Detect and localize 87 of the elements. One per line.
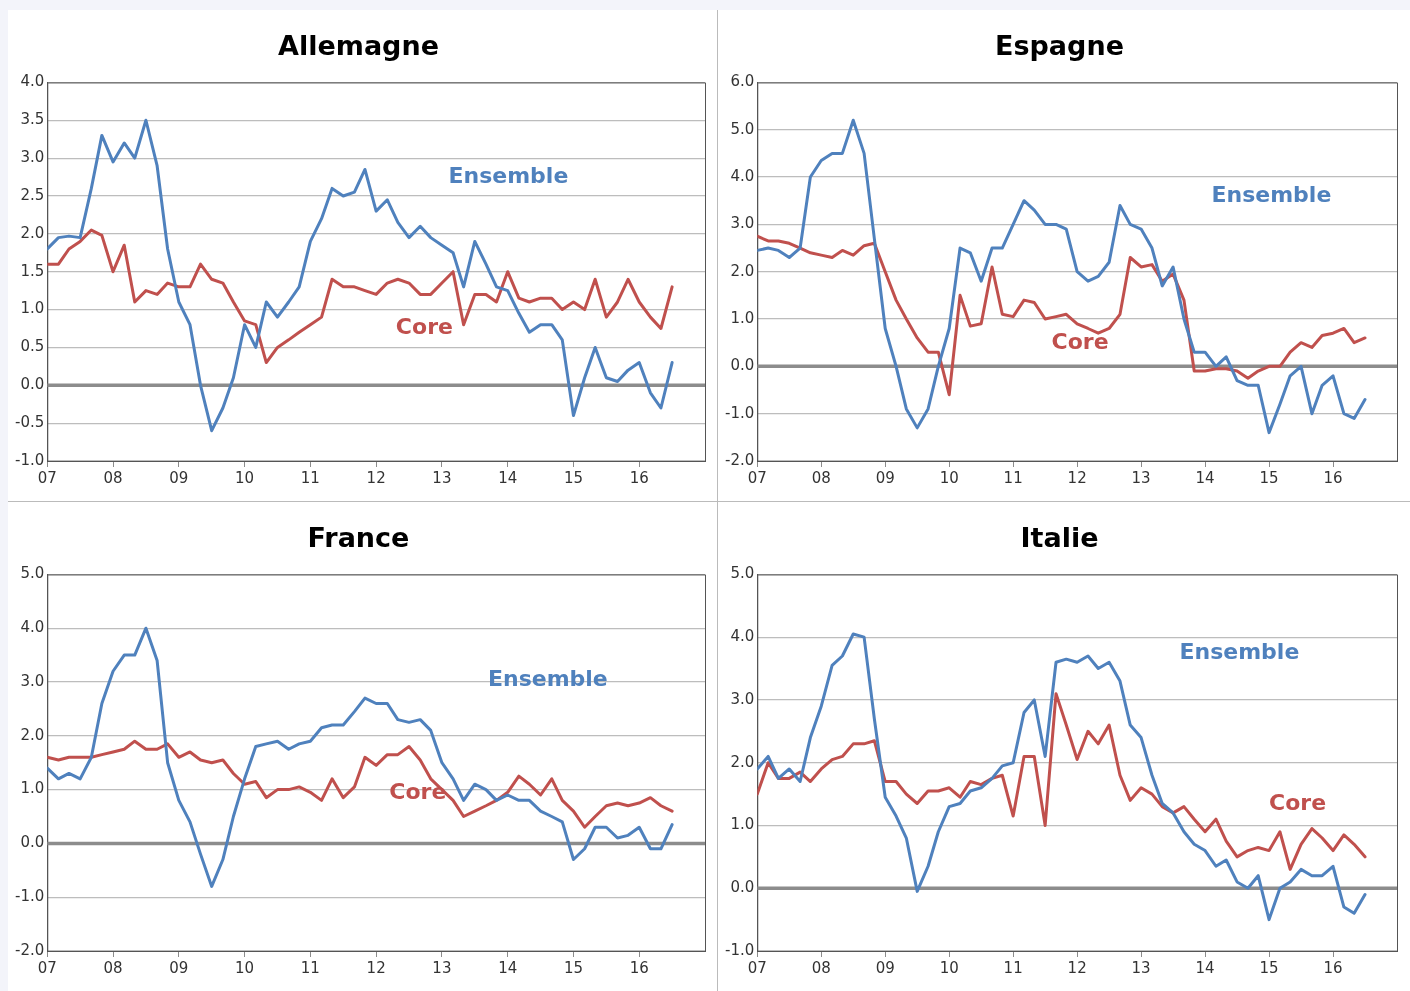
y-tick-label: 4.0 — [730, 627, 755, 646]
y-tick-label: 0.0 — [730, 878, 755, 897]
text: Ensemble — [448, 162, 569, 188]
y-tick-label: 5.0 — [20, 564, 45, 583]
x-tick-label: 12 — [1067, 958, 1087, 977]
x-tick-label: 13 — [432, 468, 452, 487]
x-tick-label: 12 — [1067, 468, 1087, 487]
y-tick-label: -0.5 — [14, 413, 45, 432]
y-tick-label: 1.0 — [730, 815, 755, 834]
y-tick-label: -1.0 — [724, 940, 755, 959]
x-tick-label: 09 — [875, 468, 895, 487]
x-tick-label: 07 — [747, 958, 767, 977]
x-tick-label: 10 — [939, 468, 959, 487]
x-tick-label: 14 — [498, 468, 518, 487]
y-tick-label: -1.0 — [14, 450, 45, 469]
x-tick-label: 16 — [1323, 958, 1343, 977]
x-tick-label: 14 — [1195, 468, 1215, 487]
chart-title: Italie — [1020, 522, 1099, 554]
x-tick-label: 15 — [1259, 958, 1279, 977]
y-tick-label: 1.0 — [730, 308, 755, 327]
y-tick-label: -1.0 — [14, 887, 45, 906]
series-label: Core — [1269, 789, 1327, 815]
y-tick-label: 3.0 — [20, 671, 45, 690]
y-tick-label: 4.0 — [730, 166, 755, 185]
x-tick-label: 14 — [1195, 958, 1215, 977]
y-tick-label: 1.0 — [20, 779, 45, 798]
y-tick-label: 4.0 — [20, 72, 45, 91]
y-tick-label: 0.0 — [730, 356, 755, 375]
x-tick-label: 11 — [1003, 958, 1023, 977]
x-tick-label: 07 — [747, 468, 767, 487]
text: Ensemble — [1179, 639, 1300, 665]
chart-title: Espagne — [995, 30, 1124, 62]
x-tick-label: 15 — [563, 468, 583, 487]
x-tick-label: 09 — [875, 958, 895, 977]
x-tick-label: 13 — [432, 958, 452, 977]
x-tick-label: 08 — [811, 468, 831, 487]
x-tick-label: 12 — [366, 468, 386, 487]
x-tick-label: 13 — [1131, 468, 1151, 487]
x-tick-label: 07 — [37, 958, 57, 977]
x-tick-label: 16 — [629, 958, 649, 977]
y-tick-label: 0.5 — [20, 337, 45, 356]
y-tick-label: 4.0 — [20, 618, 45, 637]
y-tick-label: 5.0 — [730, 564, 755, 583]
x-tick-label: 16 — [629, 468, 649, 487]
x-tick-label: 09 — [169, 958, 189, 977]
y-tick-label: 2.0 — [730, 752, 755, 771]
x-tick-label: 11 — [1003, 468, 1023, 487]
y-tick-label: -1.0 — [724, 403, 755, 422]
text: Ensemble — [487, 665, 608, 691]
y-tick-label: 1.0 — [20, 299, 45, 318]
chart-title: France — [307, 522, 410, 554]
x-tick-label: 10 — [235, 958, 255, 977]
x-tick-label: 07 — [37, 468, 57, 487]
x-tick-label: 16 — [1323, 468, 1343, 487]
y-tick-label: 3.0 — [20, 148, 45, 167]
y-tick-label: 3.0 — [730, 689, 755, 708]
y-tick-label: 3.0 — [730, 214, 755, 233]
y-tick-label: 0.0 — [20, 375, 45, 394]
x-tick-label: 10 — [939, 958, 959, 977]
series-label: Core — [389, 778, 447, 804]
series-label: Core — [395, 314, 453, 340]
y-tick-label: 2.0 — [730, 261, 755, 280]
y-tick-label: 1.5 — [20, 261, 45, 280]
y-tick-label: -2.0 — [14, 940, 45, 959]
x-tick-label: 11 — [300, 468, 320, 487]
x-tick-label: 15 — [563, 958, 583, 977]
y-tick-label: 6.0 — [730, 72, 755, 91]
y-tick-label: 2.5 — [20, 185, 45, 204]
text: Ensemble — [1211, 181, 1332, 207]
x-tick-label: 09 — [169, 468, 189, 487]
x-tick-label: 13 — [1131, 958, 1151, 977]
x-tick-label: 15 — [1259, 468, 1279, 487]
y-tick-label: 2.0 — [20, 725, 45, 744]
x-tick-label: 08 — [103, 958, 123, 977]
x-tick-label: 10 — [235, 468, 255, 487]
y-tick-label: 0.0 — [20, 833, 45, 852]
y-tick-label: -2.0 — [724, 450, 755, 469]
x-tick-label: 08 — [811, 958, 831, 977]
series-label: Core — [1051, 329, 1109, 355]
y-tick-label: 3.5 — [20, 110, 45, 129]
y-tick-label: 2.0 — [20, 223, 45, 242]
x-tick-label: 08 — [103, 468, 123, 487]
x-tick-label: 14 — [498, 958, 518, 977]
x-tick-label: 12 — [366, 958, 386, 977]
y-tick-label: 5.0 — [730, 119, 755, 138]
x-tick-label: 11 — [300, 958, 320, 977]
chart-title: Allemagne — [278, 30, 439, 62]
